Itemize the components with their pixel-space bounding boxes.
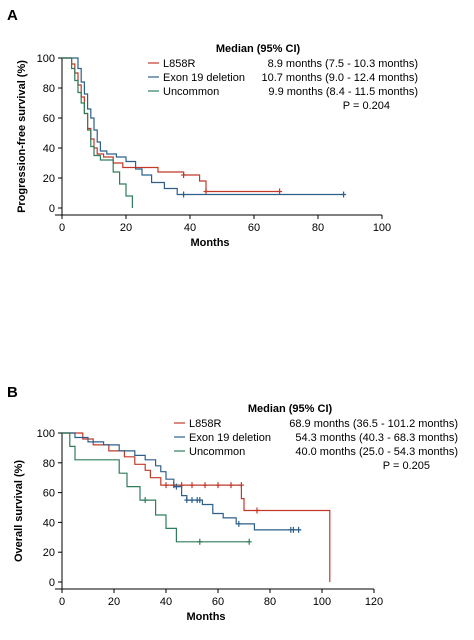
survival-curve	[62, 432, 302, 531]
p-value: P = 0.204	[343, 100, 390, 112]
legend-median-value: 54.3 months (40.3 - 68.3 months)	[295, 432, 458, 444]
legend-series-name: Uncommon	[163, 86, 219, 98]
y-tick-label: 40	[43, 143, 55, 155]
x-tick-label: 0	[59, 222, 65, 234]
series-exon-19-deletion	[62, 57, 347, 198]
x-tick-label: 80	[312, 222, 324, 234]
legend-series-name: Exon 19 deletion	[163, 72, 245, 84]
legend-series-name: L858R	[189, 418, 221, 430]
legend-series-name: Exon 19 deletion	[189, 432, 271, 444]
y-tick-label: 20	[43, 173, 55, 185]
x-tick-label: 80	[264, 596, 276, 608]
x-axis-title: Months	[186, 611, 225, 623]
y-tick-label: 80	[43, 458, 55, 470]
y-tick-label: 20	[43, 547, 55, 559]
x-tick-label: 40	[160, 596, 172, 608]
y-tick-label: 0	[49, 577, 55, 589]
y-tick-label: 40	[43, 517, 55, 529]
y-tick-label: 0	[49, 203, 55, 215]
x-tick-label: 40	[184, 222, 196, 234]
legend-median-value: 10.7 months (9.0 - 12.4 months)	[261, 72, 418, 84]
y-tick-label: 100	[37, 53, 55, 65]
x-tick-label: 20	[108, 596, 120, 608]
survival-curve	[62, 432, 331, 582]
y-tick-label: 100	[37, 428, 55, 440]
x-tick-label: 100	[373, 222, 391, 234]
legend-median-value: 8.9 months (7.5 - 10.3 months)	[268, 58, 418, 70]
x-tick-label: 0	[59, 596, 65, 608]
series-uncommon	[62, 57, 133, 208]
legend-header: Median (95% CI)	[248, 403, 333, 415]
y-tick-label: 60	[43, 113, 55, 125]
legend-median-value: 9.9 months (8.4 - 11.5 months)	[268, 86, 418, 98]
survival-curve	[62, 57, 344, 196]
survival-curve	[62, 57, 133, 208]
x-tick-label: 60	[212, 596, 224, 608]
x-tick-label: 120	[365, 596, 383, 608]
series-uncommon	[62, 432, 252, 545]
chart-panel-a: A 0 20 40 60 80 100 0 20 40 60 80 100 Months Progressi…	[7, 7, 418, 249]
panel-letter: B	[7, 384, 18, 401]
legend-series-name: Uncommon	[189, 446, 245, 458]
survival-curve	[62, 432, 250, 543]
y-axis-title: Progression-free survival (%)	[16, 60, 28, 213]
x-tick-label: 60	[248, 222, 260, 234]
chart-panel-b: B 0 20 40 60 80 100 0 20 40 60 80 100 120 Months Overal…	[7, 384, 458, 623]
x-tick-label: 20	[120, 222, 132, 234]
x-axis-title: Months	[190, 237, 229, 249]
legend-series-name: L858R	[163, 58, 195, 70]
p-value: P = 0.205	[383, 460, 430, 472]
series-exon-19-deletion	[62, 432, 302, 533]
y-tick-label: 60	[43, 488, 55, 500]
y-axis-title: Overall survival (%)	[13, 460, 25, 562]
x-tick-label: 100	[313, 596, 331, 608]
legend-median-value: 40.0 months (25.0 - 54.3 months)	[295, 446, 458, 458]
series-l858r	[62, 57, 283, 195]
y-tick-label: 80	[43, 83, 55, 95]
legend-median-value: 68.9 months (36.5 - 101.2 months)	[289, 418, 458, 430]
panel-letter: A	[7, 7, 18, 24]
legend-header: Median (95% CI)	[216, 43, 301, 55]
